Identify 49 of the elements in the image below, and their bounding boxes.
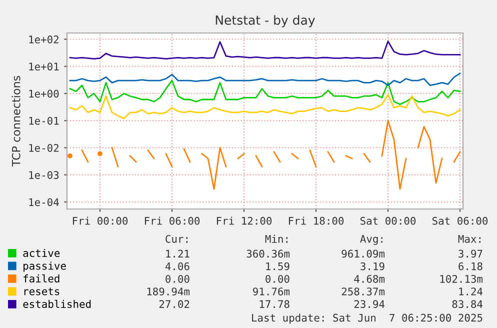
x-tick-label: Fri 12:00 — [216, 216, 272, 225]
text: 3.97 — [458, 250, 482, 258]
text: 961.09m — [342, 250, 385, 258]
x-tick-label: Fri 00:00 — [72, 216, 128, 225]
text: 6.18 — [458, 262, 482, 270]
y-tick-label: 1e+00 — [29, 90, 59, 98]
y-tick-label: 1e-03 — [29, 171, 59, 179]
text: Last update: Sat Jun 7 06:25:00 2025 — [252, 314, 482, 324]
text: 27.02 — [159, 300, 190, 308]
text: 3.19 — [360, 262, 384, 270]
y-tick-label: 1e-01 — [29, 116, 59, 125]
line-series — [69, 94, 461, 120]
legend-label: passive — [24, 262, 66, 272]
legend-label: failed — [24, 274, 60, 282]
x-tick-label: Sat 00:00 — [360, 216, 416, 225]
legend-label: established — [23, 300, 91, 308]
text: 1.59 — [266, 262, 290, 270]
text: 1.21 — [166, 250, 190, 258]
text: Min: — [265, 234, 288, 243]
text: Max: — [458, 235, 480, 243]
y-axis-title: TCP connections — [12, 76, 20, 167]
line-series — [69, 80, 461, 105]
x-tick-label: Sat 06:00 — [432, 216, 488, 225]
line-series — [69, 40, 461, 60]
text: Avg: — [360, 235, 382, 245]
y-tick-label: 1e+02 — [29, 36, 58, 44]
y-tick-label: 1e+01 — [29, 62, 59, 70]
x-tick-label: Fri 06:00 — [144, 216, 200, 225]
text: 4.06 — [165, 262, 190, 270]
legend-label: active — [23, 248, 60, 258]
legend-label: resets — [24, 288, 60, 296]
text: 23.94 — [354, 300, 385, 308]
text: 4.68m — [354, 274, 385, 283]
text: 258.37m — [342, 288, 385, 296]
line-series — [69, 72, 461, 86]
y-tick-label: 1e-04 — [29, 198, 59, 206]
text: 17.78 — [260, 300, 290, 308]
x-tick-label: Fri 18:00 — [288, 216, 344, 225]
text: 83.84 — [452, 300, 483, 308]
text: 0.00 — [266, 274, 290, 283]
text: 102.13m — [440, 274, 483, 283]
text: Cur: — [166, 234, 188, 243]
chart-title: Netstat - by day — [216, 15, 315, 28]
y-tick-label: 1e-02 — [29, 144, 58, 152]
text: 189.94m — [147, 288, 190, 296]
text: 1.24 — [459, 288, 483, 296]
text: 0.00 — [166, 274, 190, 283]
text: 360.36m — [246, 250, 290, 258]
text: 91.76m — [253, 288, 290, 296]
